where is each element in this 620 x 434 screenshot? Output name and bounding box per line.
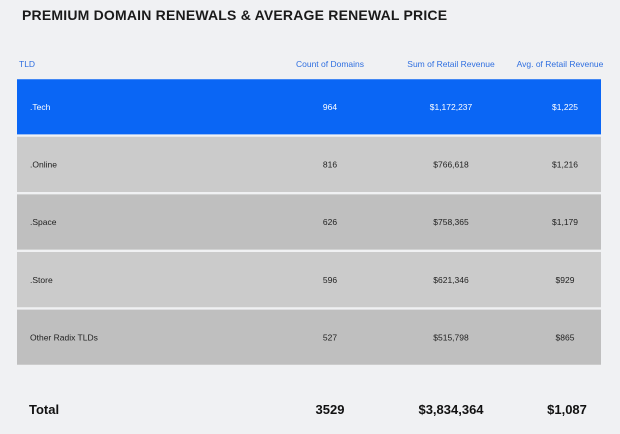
tld-label: .Store: [30, 275, 53, 285]
total-avg: $1,087: [547, 402, 587, 417]
tld-label: Other Radix TLDs: [30, 332, 98, 342]
ribbon-other-radix-tlds: [17, 309, 601, 365]
revenue-value-label: $766,618: [433, 160, 469, 170]
chart-title: PREMIUM DOMAIN RENEWALS & AVERAGE RENEWA…: [22, 7, 448, 23]
ribbon-store: [17, 252, 601, 308]
count-value-label: 626: [323, 217, 337, 227]
avg-value-label: $1,216: [552, 160, 578, 170]
count-value-label: 816: [323, 160, 337, 170]
count-value-label: 596: [323, 275, 337, 285]
count-value-label: 964: [323, 102, 337, 112]
avg-value-label: $929: [556, 275, 575, 285]
revenue-value-label: $758,365: [433, 217, 469, 227]
total-revenue: $3,834,364: [418, 402, 484, 417]
tld-label: .Tech: [30, 102, 51, 112]
ribbon-online: [17, 136, 601, 192]
ribbon-space: [17, 194, 601, 250]
tld-label: .Space: [30, 217, 57, 227]
header-count: Count of Domains: [295, 59, 365, 69]
avg-value-label: $1,225: [552, 102, 578, 112]
count-value-label: 527: [323, 332, 337, 342]
header-revenue: Sum of Retail Revenue: [407, 59, 495, 69]
total-label: Total: [29, 402, 60, 417]
ribbon-tech: [17, 79, 601, 135]
revenue-value-label: $515,798: [433, 332, 469, 342]
header-tld: TLD: [19, 59, 36, 69]
revenue-value-label: $621,346: [433, 275, 469, 285]
revenue-value-label: $1,172,237: [430, 102, 473, 112]
total-count: 3529: [315, 402, 345, 417]
tld-label: .Online: [30, 160, 57, 170]
avg-value-label: $865: [556, 332, 575, 342]
avg-value-label: $1,179: [552, 217, 578, 227]
header-avg: Avg. of Retail Revenue: [516, 59, 604, 69]
